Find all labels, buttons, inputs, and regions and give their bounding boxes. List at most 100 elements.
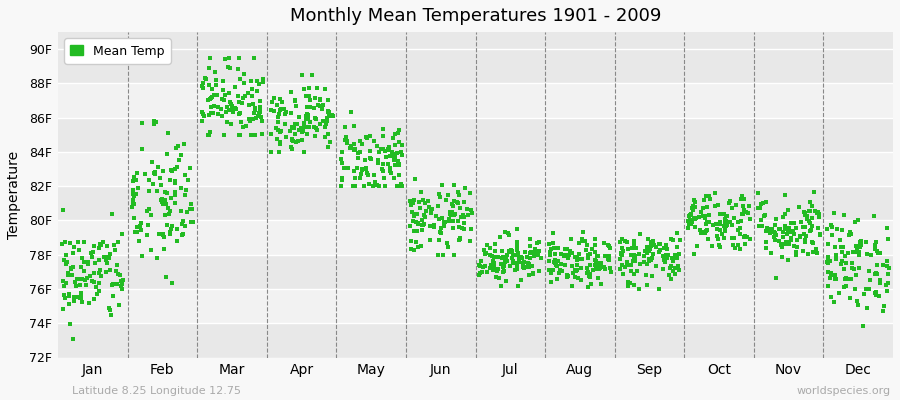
Point [433, 229, 447, 235]
Point [165, 222, 179, 229]
Point [273, 107, 287, 113]
Point [852, 264, 867, 271]
Point [407, 213, 421, 220]
Point [144, 247, 158, 253]
Point [100, 254, 114, 260]
Point [177, 223, 192, 229]
Point [772, 238, 787, 244]
Point [739, 209, 753, 215]
Point [83, 272, 97, 279]
Point [268, 124, 283, 131]
Point [408, 176, 422, 182]
Point [208, 69, 222, 75]
Point [216, 78, 230, 84]
Point [506, 258, 520, 264]
Point [510, 250, 525, 256]
Point [640, 248, 654, 254]
Point [196, 85, 211, 92]
Point [652, 241, 667, 248]
Point [251, 81, 266, 87]
Point [174, 152, 188, 158]
Point [641, 236, 655, 243]
Point [784, 220, 798, 226]
Point [805, 226, 819, 233]
Point [597, 264, 611, 270]
Point [835, 258, 850, 264]
Point [300, 124, 314, 130]
Point [517, 260, 531, 266]
Point [320, 108, 335, 115]
Point [510, 266, 525, 272]
Point [250, 78, 265, 84]
Point [758, 211, 772, 218]
Point [116, 277, 130, 284]
Point [372, 149, 386, 156]
Point [277, 111, 292, 118]
Point [813, 231, 827, 237]
Point [821, 269, 835, 275]
Point [707, 190, 722, 196]
Point [581, 255, 596, 262]
Point [159, 190, 174, 196]
Point [248, 114, 263, 121]
Point [148, 171, 162, 177]
Point [782, 240, 796, 247]
Point [842, 295, 857, 301]
Point [99, 256, 113, 262]
Point [440, 240, 454, 246]
Point [321, 111, 336, 117]
Point [426, 206, 440, 212]
Point [78, 281, 93, 288]
Point [769, 232, 783, 238]
Point [365, 183, 380, 190]
Point [344, 109, 358, 115]
Point [318, 124, 332, 130]
Point [759, 239, 773, 245]
Point [167, 166, 182, 173]
Point [478, 251, 492, 257]
Point [838, 276, 852, 282]
Point [590, 252, 604, 259]
Point [247, 116, 261, 122]
Point [238, 92, 252, 99]
Point [156, 232, 170, 238]
Point [392, 183, 406, 190]
Point [579, 247, 593, 254]
Point [856, 322, 870, 329]
Point [359, 165, 374, 171]
Point [157, 231, 171, 238]
Point [81, 261, 95, 268]
Point [419, 208, 434, 214]
Point [776, 234, 790, 240]
Point [446, 252, 461, 258]
Point [707, 203, 722, 210]
Point [417, 221, 431, 227]
Point [109, 268, 123, 274]
Point [586, 267, 600, 273]
Point [232, 99, 247, 106]
Point [661, 246, 675, 252]
Point [789, 252, 804, 259]
Point [811, 224, 825, 231]
Point [849, 249, 863, 256]
Point [196, 111, 211, 118]
Point [853, 243, 868, 249]
Point [478, 263, 492, 269]
Point [103, 251, 117, 258]
Point [172, 156, 186, 163]
Point [488, 241, 502, 247]
Point [842, 276, 856, 282]
Point [713, 211, 727, 217]
Point [392, 126, 406, 133]
Point [376, 146, 391, 152]
Point [627, 256, 642, 263]
Point [478, 250, 492, 256]
Point [522, 272, 536, 278]
Point [93, 288, 107, 294]
Point [590, 266, 604, 272]
Point [718, 224, 733, 230]
Point [252, 110, 266, 117]
Point [479, 249, 493, 256]
Point [740, 234, 754, 240]
Point [751, 205, 765, 211]
